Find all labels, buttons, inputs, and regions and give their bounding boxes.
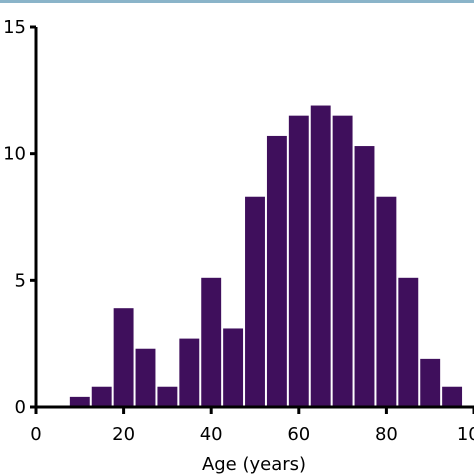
y-tick-label: 0 (15, 397, 26, 418)
bar (113, 308, 134, 407)
bar (266, 135, 287, 407)
x-tick-label: 80 (375, 424, 398, 445)
bar (288, 115, 309, 408)
bar (201, 277, 222, 407)
bar (420, 358, 441, 407)
x-tick-label: 0 (30, 424, 41, 445)
y-tick-label: 10 (3, 144, 26, 165)
bar (398, 277, 419, 407)
bar (332, 115, 353, 408)
bar (310, 105, 331, 408)
y-tick-label: 15 (3, 17, 26, 38)
y-tick-label: 5 (15, 270, 26, 291)
bar (245, 196, 265, 407)
bar (179, 338, 200, 407)
bar (157, 386, 178, 407)
bar (135, 348, 156, 407)
bar (223, 328, 244, 407)
bar (376, 196, 397, 407)
axes-group: 0 5 10 15 0 20 40 60 80 100 (3, 17, 474, 445)
bar (69, 396, 90, 407)
x-tick-label: 20 (112, 424, 135, 445)
bar (354, 146, 375, 408)
x-tick-label: 60 (287, 424, 310, 445)
x-axis-label: Age (years) (202, 454, 306, 474)
bar (442, 386, 463, 407)
bars-group (69, 105, 463, 408)
x-tick-label: 100 (457, 424, 474, 445)
top-border-line (0, 0, 474, 3)
x-tick-label: 40 (200, 424, 223, 445)
bar (91, 386, 112, 407)
